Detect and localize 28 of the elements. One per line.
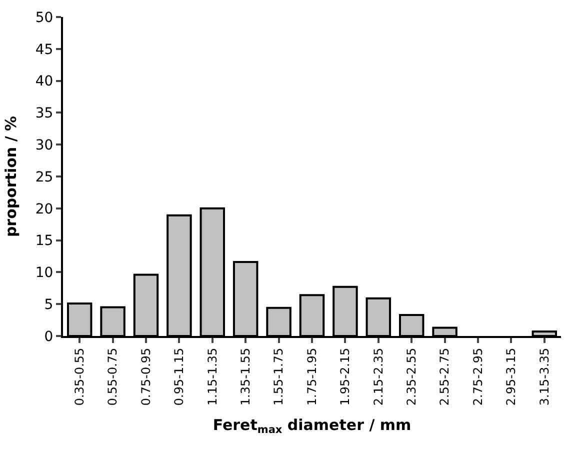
x-tick-label: 1.95-2.15 [338,348,352,406]
x-tick-label: 2.55-2.75 [438,348,452,406]
x-tick-label: 1.35-1.55 [238,348,252,406]
y-tick-label: 5 [44,297,54,313]
x-tick-label: 2.95-3.15 [504,348,518,406]
x-tick-label: 2.15-2.35 [371,348,386,406]
y-tick-label: 50 [35,10,54,26]
y-axis-title: proportion / % [2,116,20,238]
x-axis-title: Feret$_{max}$ diameter / mm [212,416,412,436]
x-tick-label: 0.35-0.55 [72,348,86,406]
x-tick-label: 1.15-1.35 [205,348,220,406]
x-tick-label: 2.75-2.95 [470,348,485,406]
x-tick-label: 3.15-3.35 [537,348,552,406]
y-tick-label: 30 [35,138,54,154]
y-tick-label: 20 [35,201,54,218]
x-tick-label: 0.75-0.95 [138,348,153,406]
y-tick-label: 40 [35,74,54,90]
y-tick-label: 15 [35,233,54,250]
x-tick-label: 1.75-1.95 [304,348,319,406]
y-tick-label: 0 [44,328,54,345]
y-tick-label: 25 [35,169,54,186]
x-tick-label: 0.55-0.75 [106,348,120,406]
y-tick-label: 10 [35,265,54,282]
y-tick-label: 45 [35,42,54,58]
x-tick-label: 0.95-1.15 [172,348,186,406]
y-tick-label: 35 [35,106,54,122]
x-tick-label: 1.55-1.75 [272,348,286,406]
x-tick-label: 2.35-2.55 [404,348,418,406]
